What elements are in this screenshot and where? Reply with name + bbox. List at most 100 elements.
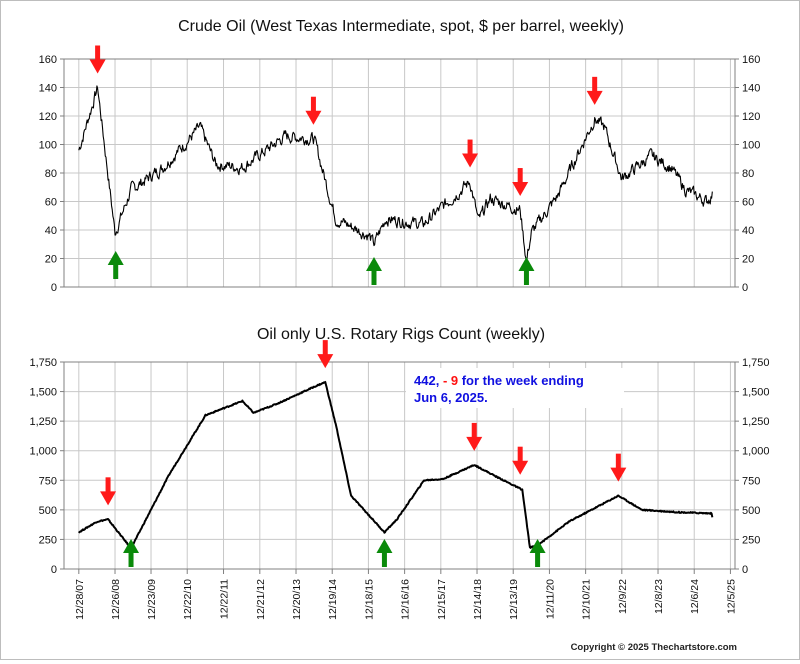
y-tick-label: 500 <box>742 505 760 517</box>
y-tick-label: 1,500 <box>742 387 770 399</box>
down-arrow <box>466 422 483 451</box>
y-tick-label: 1,000 <box>742 446 770 458</box>
rig-count-title: Oil only U.S. Rotary Rigs Count (weekly) <box>257 326 545 343</box>
arrow-shaft <box>517 168 523 185</box>
down-arrow <box>317 340 334 369</box>
y-tick-label: 250 <box>39 534 57 546</box>
arrow-shaft <box>523 269 529 285</box>
y-tick-label: 1,000 <box>29 446 57 458</box>
y-tick-label: 20 <box>742 254 754 266</box>
y-tick-label: 20 <box>45 254 57 266</box>
annotation-box <box>406 368 624 408</box>
y-tick-label: 0 <box>742 564 748 576</box>
arrow-head <box>610 467 627 482</box>
arrow-shaft <box>322 340 328 357</box>
arrow-shaft <box>128 551 134 567</box>
x-axis-tick-labels: 12/28/07 12/26/08 12/23/09 12/22/10 12/22/11… <box>74 569 737 620</box>
y-tick-label: 500 <box>39 505 57 517</box>
rig-count-y-axis-right: 0 250 500 750 1,000 1,250 1,500 1,750 <box>735 357 770 576</box>
arrow-shaft <box>535 551 541 567</box>
arrow-head <box>305 110 322 125</box>
down-arrow <box>89 45 106 74</box>
x-tick-label: 12/6/24 <box>689 579 701 614</box>
arrow-head <box>100 491 117 506</box>
y-tick-label: 100 <box>39 140 57 152</box>
rig-count-arrows <box>100 340 627 567</box>
arrow-shaft <box>113 262 119 279</box>
crude-oil-gridlines <box>64 58 735 288</box>
up-arrow <box>376 539 393 567</box>
down-arrow <box>462 139 479 168</box>
y-tick-label: 1,250 <box>29 416 57 428</box>
arrow-shaft <box>95 45 101 62</box>
y-tick-label: 0 <box>51 282 57 294</box>
y-tick-label: 750 <box>742 475 760 487</box>
arrow-shaft <box>105 477 111 494</box>
x-tick-label: 12/18/15 <box>363 579 375 620</box>
y-tick-label: 1,750 <box>742 357 770 369</box>
arrow-shaft <box>310 96 316 113</box>
rig-count-panel: Oil only U.S. Rotary Rigs Count (weekly)… <box>29 326 769 576</box>
crude-oil-price-line <box>78 85 713 262</box>
down-arrow <box>512 446 529 475</box>
x-tick-label: 12/13/19 <box>508 579 520 620</box>
crude-oil-arrows <box>89 45 603 285</box>
x-tick-label: 12/14/18 <box>472 579 484 620</box>
arrow-shaft <box>371 269 377 285</box>
y-tick-label: 1,500 <box>29 387 57 399</box>
x-tick-label: 12/28/07 <box>74 579 86 620</box>
rig-count-y-axis-left: 0 250 500 750 1,000 1,250 1,500 1,750 <box>29 357 64 576</box>
arrow-head <box>466 436 483 451</box>
crude-oil-y-axis-right: 0 20 40 60 80 100 120 140 160 <box>735 54 760 294</box>
annotation-sep: , <box>436 373 443 388</box>
copyright-text: Copyright © 2025 Thechartstore.com <box>571 642 737 653</box>
crude-oil-panel: Crude Oil (West Texas Intermediate, spot… <box>39 18 761 294</box>
down-arrow <box>305 96 322 125</box>
arrow-head <box>586 90 603 105</box>
y-tick-label: 60 <box>45 197 57 209</box>
y-tick-label: 40 <box>45 225 57 237</box>
arrow-head <box>518 257 535 271</box>
y-tick-label: 120 <box>39 111 57 123</box>
arrow-shaft <box>615 453 621 470</box>
annotation-value: 442 <box>414 373 436 388</box>
y-tick-label: 750 <box>39 475 57 487</box>
crude-oil-y-axis-left: 0 20 40 60 80 100 120 140 160 <box>39 54 64 294</box>
x-tick-label: 12/21/12 <box>255 579 267 620</box>
up-arrow <box>518 257 535 285</box>
x-tick-label: 12/20/13 <box>291 579 303 620</box>
x-tick-label: 12/19/14 <box>327 579 339 620</box>
up-arrow <box>123 539 140 567</box>
down-arrow <box>586 76 603 105</box>
y-tick-label: 160 <box>39 54 57 66</box>
x-tick-label: 12/9/22 <box>617 579 629 614</box>
x-tick-label: 12/5/25 <box>725 579 737 614</box>
annotation-line-1: 442, - 9 for the week ending <box>414 373 584 388</box>
annotation-rest: for the week ending <box>458 373 584 388</box>
rig-count-line <box>78 380 714 550</box>
arrow-head <box>512 182 529 197</box>
y-tick-label: 80 <box>45 168 57 180</box>
y-tick-label: 1,250 <box>742 416 770 428</box>
x-tick-label: 12/23/09 <box>146 579 158 620</box>
y-tick-label: 250 <box>742 534 760 546</box>
x-tick-label: 12/26/08 <box>110 579 122 620</box>
arrow-shaft <box>592 76 598 93</box>
arrow-shaft <box>471 422 477 439</box>
x-tick-label: 12/22/10 <box>182 579 194 620</box>
y-tick-label: 1,750 <box>29 357 57 369</box>
x-tick-label: 12/11/20 <box>544 579 556 619</box>
arrow-head <box>317 354 334 369</box>
arrow-head <box>107 250 124 265</box>
arrow-head <box>462 153 479 168</box>
up-arrow <box>529 539 546 567</box>
crude-oil-title: Crude Oil (West Texas Intermediate, spot… <box>178 18 624 35</box>
x-tick-label: 12/10/21 <box>581 579 593 620</box>
arrow-head <box>376 539 393 553</box>
x-tick-label: 12/22/11 <box>219 579 231 619</box>
y-tick-label: 100 <box>742 140 760 152</box>
y-tick-label: 140 <box>742 83 760 95</box>
y-tick-label: 80 <box>742 168 754 180</box>
y-tick-label: 0 <box>51 564 57 576</box>
arrow-shaft <box>467 139 473 156</box>
